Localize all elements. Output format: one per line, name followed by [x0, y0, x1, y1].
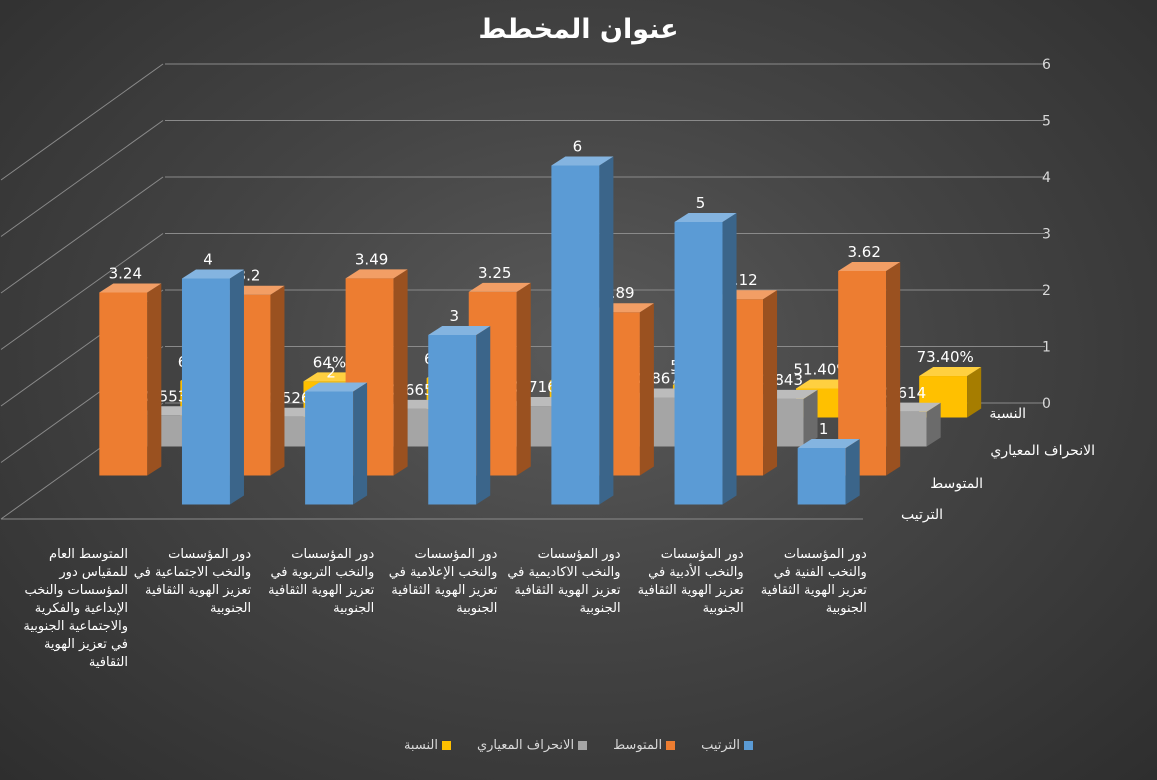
bar-top-rank — [428, 326, 491, 335]
category-label: المتوسط العام للمقياس دور المؤسسات والنخ… — [23, 547, 128, 670]
depth-axis-label: الانحراف المعياري — [990, 443, 1095, 459]
depth-axis-label: النسبة — [989, 406, 1026, 422]
bar-top-rank — [305, 382, 368, 392]
bar-top-rank — [181, 269, 244, 279]
depth-axis-label: الترتيب — [901, 507, 943, 523]
bar-top-rank — [551, 156, 614, 166]
legend-item-pct[interactable]: النسبة — [404, 738, 451, 753]
bar-side-mean — [516, 282, 531, 476]
side-gridline — [0, 120, 164, 237]
bar-top-rank — [797, 439, 860, 448]
bar-side-rank — [476, 326, 491, 505]
legend-swatch-mean — [666, 741, 676, 750]
legend-label-rank: الترتيب — [701, 738, 741, 753]
legend-item-sd[interactable]: الانحراف المعياري — [476, 738, 588, 753]
data-label-rank: 2 — [326, 364, 336, 382]
bar-top-mean — [345, 269, 408, 279]
data-label-rank: 3 — [449, 307, 459, 325]
bar-side-sd — [926, 402, 941, 447]
data-label-pct: 73.40% — [917, 348, 974, 366]
bar-rank — [674, 222, 723, 505]
bar-side-mean — [763, 290, 778, 476]
y-tick-label: 4 — [1042, 170, 1051, 186]
legend-swatch-pct — [441, 741, 451, 750]
legend-item-mean[interactable]: المتوسط — [613, 738, 676, 753]
bar-top-mean — [468, 282, 531, 292]
legend-label-pct: النسبة — [403, 738, 438, 753]
bar-side-mean — [270, 285, 285, 476]
bar-top-rank — [674, 213, 737, 222]
bar-side-mean — [393, 269, 408, 476]
bar-side-rank — [599, 156, 614, 505]
data-label-rank: 1 — [819, 420, 829, 438]
y-tick-label: 3 — [1042, 227, 1051, 243]
bar-top-pct — [919, 367, 982, 377]
chart-title: عنوان المخطط — [478, 14, 679, 45]
bar-side-pct — [967, 367, 982, 418]
legend-swatch-rank — [744, 741, 754, 750]
chart-legend: الترتيب المتوسط الانحراف المعياري النسبة — [0, 738, 1157, 753]
depth-axis-label: المتوسط — [930, 476, 983, 492]
data-label-mean: 3.49 — [355, 250, 388, 268]
bar-rank — [797, 448, 846, 505]
category-label: دور المؤسسات والنخب الاكاديمية في تعزيز … — [507, 547, 621, 616]
category-label: دور المؤسسات والنخب الأدبية في تعزيز اله… — [637, 547, 744, 616]
data-label-rank: 4 — [203, 251, 213, 269]
bar-side-rank — [722, 213, 737, 505]
y-tick-label: 0 — [1042, 396, 1051, 412]
bar-side-rank — [353, 382, 368, 505]
bar-side-mean — [886, 261, 901, 476]
bar-rank — [428, 335, 477, 505]
bar-top-mean — [99, 283, 162, 293]
data-label-rank: 5 — [696, 194, 706, 212]
legend-swatch-sd — [578, 741, 588, 750]
legend-label-mean: المتوسط — [613, 738, 663, 753]
bar-rank — [305, 391, 354, 505]
y-tick-label: 6 — [1042, 57, 1051, 73]
bar-rank — [551, 165, 600, 505]
category-label: دور المؤسسات والنخب الإعلامية في تعزيز ا… — [388, 547, 498, 616]
side-gridline — [0, 63, 164, 181]
bar-side-sd — [803, 389, 818, 447]
bar-rank — [181, 278, 230, 505]
bar-side-mean — [639, 303, 654, 476]
data-label-mean: 3.62 — [847, 243, 880, 261]
y-tick-label: 2 — [1042, 283, 1051, 299]
data-label-pct: 51.40% — [793, 360, 850, 378]
data-label-mean: 3.24 — [109, 264, 142, 282]
data-label-mean: 3.25 — [478, 264, 511, 282]
bar-side-rank — [845, 439, 860, 505]
legend-label-sd: الانحراف المعياري — [476, 738, 575, 753]
side-gridline — [0, 176, 164, 294]
bar-top-mean — [838, 261, 901, 271]
bar-side-mean — [147, 283, 162, 476]
category-label: دور المؤسسات والنخب التربوية في تعزيز ال… — [268, 547, 375, 616]
category-label: دور المؤسسات والنخب الفنية في تعزيز الهو… — [760, 547, 867, 616]
y-tick-label: 5 — [1042, 114, 1051, 130]
data-label-pct: 64% — [313, 353, 346, 371]
category-label: دور المؤسسات والنخب الاجتماعية في تعزيز … — [133, 547, 252, 616]
data-label-rank: 6 — [573, 138, 583, 156]
bar-side-rank — [229, 269, 244, 505]
bar-mean — [99, 292, 148, 476]
legend-item-rank[interactable]: الترتيب — [701, 738, 754, 753]
y-tick-label: 1 — [1042, 340, 1051, 356]
side-gridline — [0, 233, 164, 350]
